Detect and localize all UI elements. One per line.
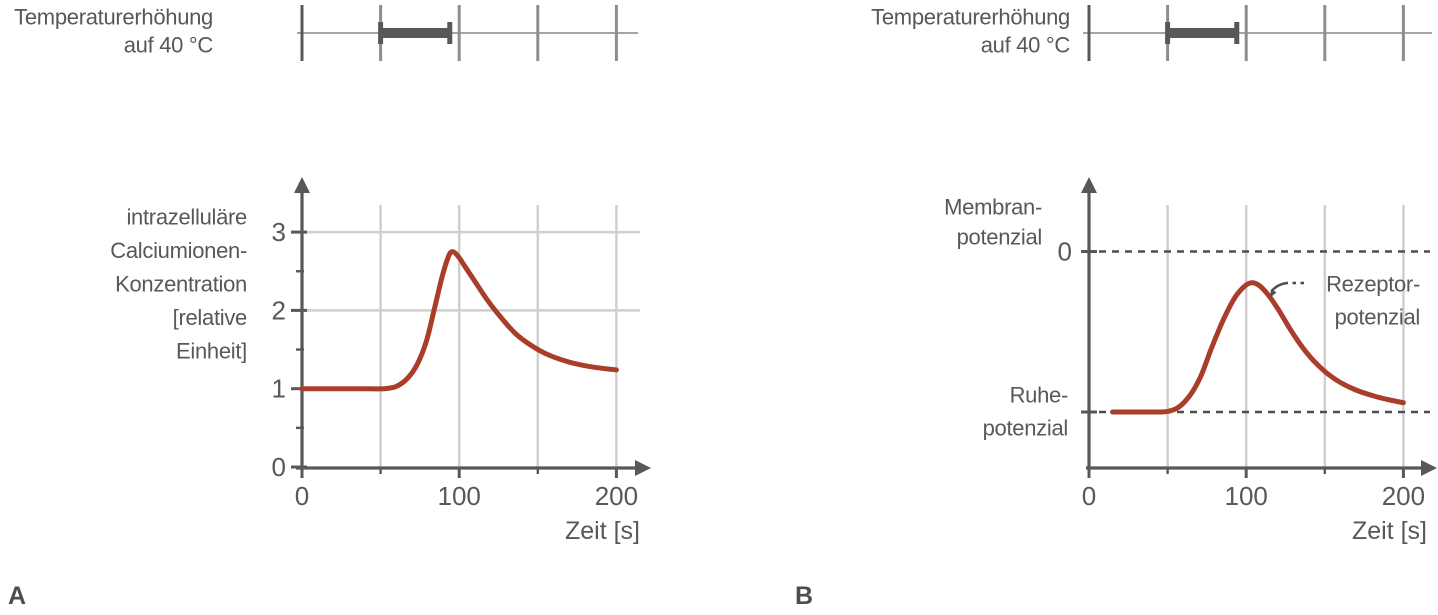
y-tick-label: 3 [272, 217, 286, 247]
stimulus-label-line2-a: auf 40 °C [124, 33, 214, 58]
x-axis-title-a: Zeit [s] [565, 517, 640, 545]
data-curve [299, 249, 619, 392]
y-axis-title-a-line4: [relative [173, 305, 247, 330]
y-axis-arrowhead [1081, 177, 1097, 193]
x-tick-label: 200 [595, 481, 638, 511]
panel-a-stimulus-timeline [297, 5, 638, 61]
x-tick-label: 100 [438, 481, 481, 511]
panel-b-gridlines [1166, 205, 1405, 467]
y-axis-title-a-line3: Konzentration [115, 272, 247, 297]
y-axis-title-a-line2: Calciumionen- [110, 238, 247, 263]
x-tick-label: 100 [1225, 481, 1268, 511]
stimulus-label-line1-b: Temperaturerhöhung [871, 5, 1070, 30]
x-axis-title-b: Zeit [s] [1352, 517, 1427, 545]
panel-b-axes: 0 100 200 [1081, 177, 1437, 511]
x-axis-arrowhead [635, 460, 651, 476]
annotation-leader-hook [1270, 281, 1288, 293]
x-tick-label: 0 [1082, 481, 1096, 511]
panel-a-axes: 0 100 200 0 1 2 3 [272, 177, 651, 511]
panel-b-stimulus-timeline [1083, 5, 1432, 61]
stimulus-label-line2-b: auf 40 °C [981, 33, 1071, 58]
stimulus-label-line1-a: Temperaturerhöhung [14, 5, 213, 30]
resting-potential-label-line2: potenzial [983, 416, 1068, 441]
y-axis-title-b-line2: potenzial [957, 225, 1042, 250]
stimulus-bar-cap-right [447, 22, 453, 44]
stimulus-bar [379, 28, 451, 38]
y-tick-label: 1 [272, 374, 286, 404]
receptor-potential-label-line2: potenzial [1335, 305, 1420, 330]
y-tick-label: 2 [272, 295, 286, 325]
y-axis-title-b-line1: Membran- [944, 195, 1042, 220]
x-axis-arrowhead [1421, 460, 1437, 476]
stimulus-bar-cap-left [378, 22, 384, 44]
resting-potential-label-line1: Ruhe- [1010, 383, 1068, 408]
stimulus-bar [1166, 28, 1238, 38]
data-curve [1110, 280, 1406, 415]
panel-b-annotation-leader [1270, 281, 1304, 298]
panel-b-curve [1110, 280, 1406, 415]
panel-a-gridlines [302, 205, 640, 467]
x-tick-label: 0 [295, 481, 309, 511]
annotation-arrowhead [1270, 288, 1277, 298]
y-tick-label: 0 [272, 452, 286, 482]
receptor-potential-label-line1: Rezeptor- [1326, 272, 1420, 297]
x-tick-label: 200 [1382, 481, 1425, 511]
stimulus-bar-cap-left [1165, 22, 1171, 44]
panel-letter-a: A [8, 582, 26, 610]
y-axis-title-a-line5: Einheit] [176, 339, 247, 364]
y-axis-title-a-line1: intrazelluläre [126, 205, 247, 230]
y-axis-arrowhead [294, 177, 310, 193]
panel-a-curve [299, 249, 619, 392]
stimulus-bar-cap-right [1234, 22, 1240, 44]
zero-line-label: 0 [1058, 237, 1072, 267]
panel-letter-b: B [795, 582, 813, 610]
